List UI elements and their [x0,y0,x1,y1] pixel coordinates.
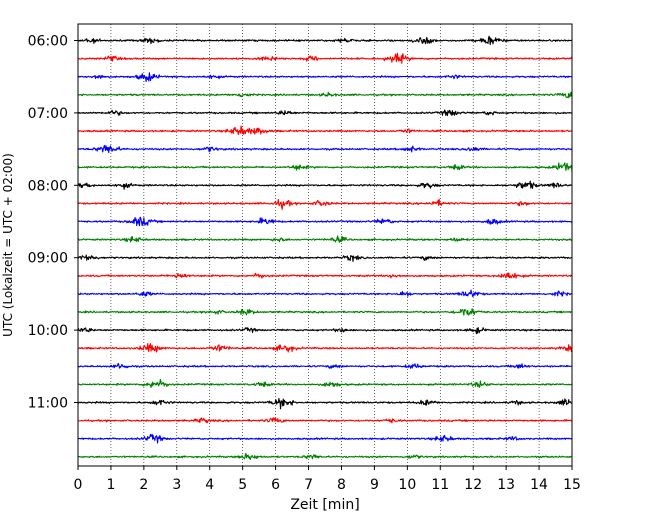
seismic-traces [77,35,573,460]
x-tick-label: 6 [271,477,280,493]
trace-0945 [77,308,573,316]
x-tick-label: 2 [139,477,148,493]
trace-0915 [77,272,573,279]
x-tick-label: 11 [431,477,449,493]
x-tick-label: 13 [497,477,515,493]
trace-0645 [77,91,573,99]
x-tick-label: 7 [304,477,313,493]
trace-1115 [77,417,573,424]
y-tick-label: 08:00 [28,178,68,194]
x-tick-label: 12 [464,477,482,493]
trace-0630 [77,72,573,83]
trace-1100 [77,397,573,410]
trace-0700 [77,109,573,117]
x-tick-label: 0 [74,477,83,493]
y-tick-label: 10:00 [28,323,68,339]
x-tick-label: 8 [337,477,346,493]
x-tick-label: 1 [106,477,115,493]
trace-1015 [77,343,573,353]
trace-1045 [77,378,573,389]
x-axis-label: Zeit [min] [290,497,359,513]
y-axis-ticks: 06:00 07:00 08:00 09:00 10:00 11:00 [28,34,78,412]
y-tick-label: 11:00 [28,396,68,412]
y-axis-label: UTC (Lokalzeit = UTC + 02:00) [1,153,15,337]
x-axis-ticks: 0 1 2 3 4 5 6 7 8 9 10 11 12 13 14 15 [74,466,581,493]
x-tick-label: 15 [563,477,581,493]
trace-0715 [77,125,573,136]
trace-0845 [77,235,573,243]
trace-1145 [77,453,573,460]
vertical-gridlines [110,24,540,466]
y-tick-label: 06:00 [28,34,68,50]
x-tick-label: 5 [238,477,247,493]
plot-frame [77,23,573,467]
trace-1030 [77,363,573,369]
trace-0800 [77,180,573,190]
trace-0900 [77,254,573,262]
trace-0745 [77,162,573,173]
trace-1130 [77,433,573,444]
trace-0830 [77,216,573,227]
x-tick-label: 3 [172,477,181,493]
x-tick-label: 10 [398,477,416,493]
trace-0930 [77,289,573,297]
y-tick-label: 07:00 [28,106,68,122]
x-tick-label: 4 [205,477,214,493]
trace-0730 [77,144,573,154]
x-tick-label: 9 [370,477,379,493]
trace-0815 [77,198,573,210]
trace-1000 [77,327,573,335]
y-tick-label: 09:00 [28,251,68,267]
trace-0600 [77,35,573,46]
x-tick-label: 14 [530,477,548,493]
trace-0615 [77,52,573,64]
